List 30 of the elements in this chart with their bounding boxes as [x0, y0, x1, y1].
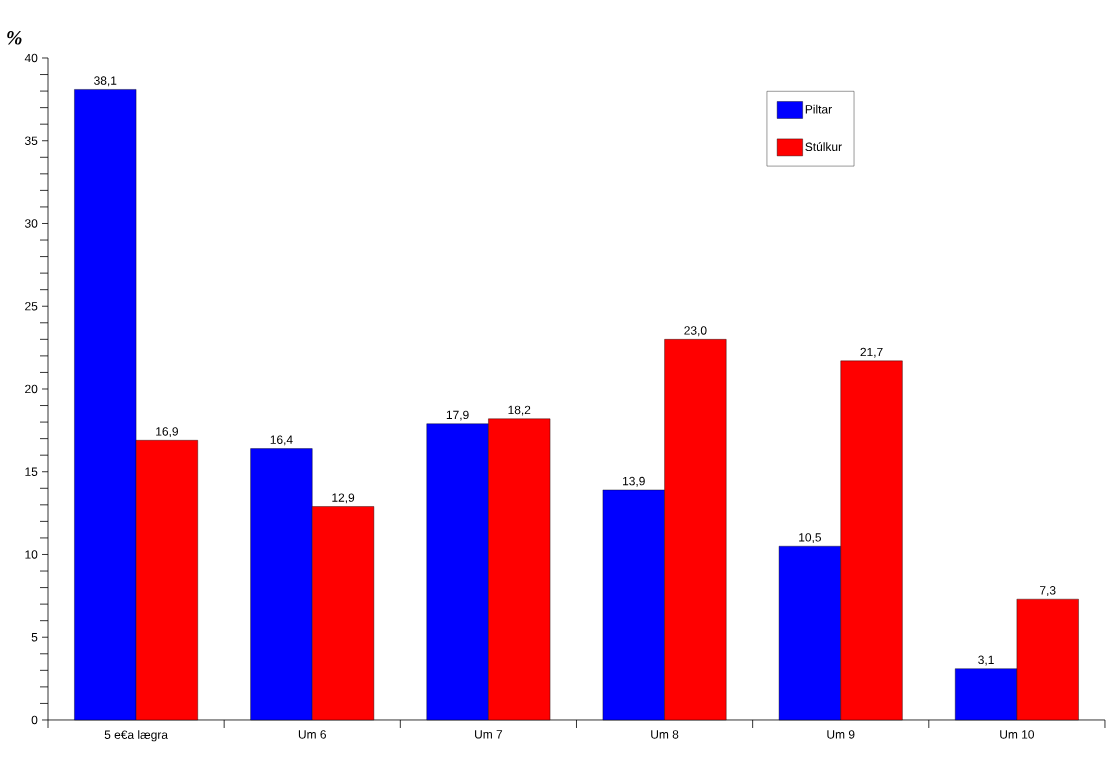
- x-tick-label: 5 e€a lægra: [104, 730, 168, 742]
- data-label: 7,3: [1040, 586, 1056, 596]
- x-tick-label: Um 7: [475, 730, 503, 739]
- data-label: 23,0: [684, 326, 707, 337]
- y-tick-label: 30: [24, 219, 38, 228]
- data-label: 13,9: [623, 476, 645, 487]
- legend-label: Stúlkur: [805, 142, 842, 152]
- data-label: 17,9: [446, 410, 469, 421]
- y-tick-label: 15: [25, 467, 38, 476]
- x-tick-label: Um 9: [827, 730, 855, 739]
- x-tick-label: Um 8: [651, 730, 679, 739]
- y-tick-label: 20: [25, 384, 38, 394]
- data-label: 16,9: [156, 427, 178, 438]
- data-label: 10,5: [799, 533, 822, 544]
- y-axis-title: %: [7, 31, 22, 45]
- legend-label: Piltar: [805, 104, 832, 114]
- y-tick-label: 0: [31, 715, 38, 725]
- data-label: 16,4: [270, 435, 293, 446]
- data-label: 21,7: [860, 347, 883, 358]
- data-label: 12,9: [332, 493, 355, 504]
- data-label: 3,1: [978, 655, 994, 666]
- y-tick-label: 10: [25, 550, 38, 559]
- y-tick-label: 25: [25, 302, 38, 311]
- data-label: 38,1: [94, 76, 117, 87]
- data-label: 18,2: [508, 405, 531, 416]
- y-tick-label: 35: [24, 136, 38, 145]
- y-tick-label: 5: [31, 633, 38, 642]
- x-tick-label: Um 6: [298, 730, 326, 739]
- x-tick-label: Um 10: [1000, 730, 1035, 739]
- y-tick-label: 40: [24, 53, 38, 63]
